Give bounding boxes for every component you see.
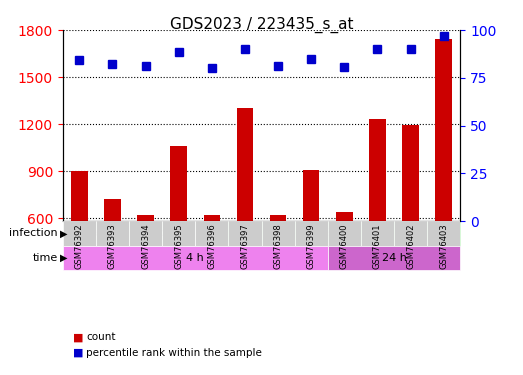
Text: 24 h: 24 h — [382, 253, 406, 263]
Text: GSM76400: GSM76400 — [340, 224, 349, 269]
Bar — [104, 200, 121, 312]
FancyBboxPatch shape — [63, 246, 328, 270]
Text: ▶: ▶ — [60, 228, 67, 238]
Bar — [303, 170, 320, 312]
FancyBboxPatch shape — [195, 221, 229, 246]
FancyBboxPatch shape — [427, 221, 460, 246]
Text: ▶: ▶ — [60, 253, 67, 263]
Text: GSM76392: GSM76392 — [75, 224, 84, 269]
Bar — [71, 171, 87, 312]
FancyBboxPatch shape — [129, 221, 162, 246]
Bar — [402, 125, 419, 312]
Text: GSM76399: GSM76399 — [306, 224, 316, 269]
Text: ■: ■ — [73, 333, 84, 342]
FancyBboxPatch shape — [262, 221, 294, 246]
FancyBboxPatch shape — [96, 221, 129, 246]
Text: GSM76402: GSM76402 — [406, 224, 415, 269]
Text: GSM76401: GSM76401 — [373, 224, 382, 269]
FancyBboxPatch shape — [294, 221, 328, 246]
Text: ■: ■ — [73, 348, 84, 357]
Text: 4 h: 4 h — [186, 253, 204, 263]
Bar — [137, 215, 154, 312]
Bar — [369, 119, 385, 312]
Text: GSM76403: GSM76403 — [439, 224, 448, 269]
FancyBboxPatch shape — [394, 221, 427, 246]
FancyBboxPatch shape — [361, 221, 394, 246]
Text: RSV: RSV — [316, 228, 339, 238]
Text: infection: infection — [9, 228, 58, 238]
Text: count: count — [86, 333, 116, 342]
Text: vehicle control: vehicle control — [88, 228, 170, 238]
Text: GSM76393: GSM76393 — [108, 224, 117, 270]
FancyBboxPatch shape — [63, 221, 195, 246]
Text: GSM76395: GSM76395 — [174, 224, 183, 269]
FancyBboxPatch shape — [328, 246, 460, 270]
Text: GSM76394: GSM76394 — [141, 224, 150, 269]
Bar — [435, 39, 452, 312]
Text: GDS2023 / 223435_s_at: GDS2023 / 223435_s_at — [170, 17, 353, 33]
Bar — [170, 146, 187, 312]
FancyBboxPatch shape — [328, 221, 361, 246]
Text: GSM76398: GSM76398 — [274, 224, 282, 270]
FancyBboxPatch shape — [229, 221, 262, 246]
Bar — [270, 215, 287, 312]
Text: GSM76397: GSM76397 — [241, 224, 249, 270]
FancyBboxPatch shape — [63, 221, 96, 246]
FancyBboxPatch shape — [162, 221, 195, 246]
Text: time: time — [32, 253, 58, 263]
Text: GSM76396: GSM76396 — [207, 224, 217, 270]
Text: percentile rank within the sample: percentile rank within the sample — [86, 348, 262, 357]
Bar — [336, 212, 353, 312]
Bar — [203, 215, 220, 312]
Bar — [236, 108, 253, 312]
FancyBboxPatch shape — [195, 221, 460, 246]
